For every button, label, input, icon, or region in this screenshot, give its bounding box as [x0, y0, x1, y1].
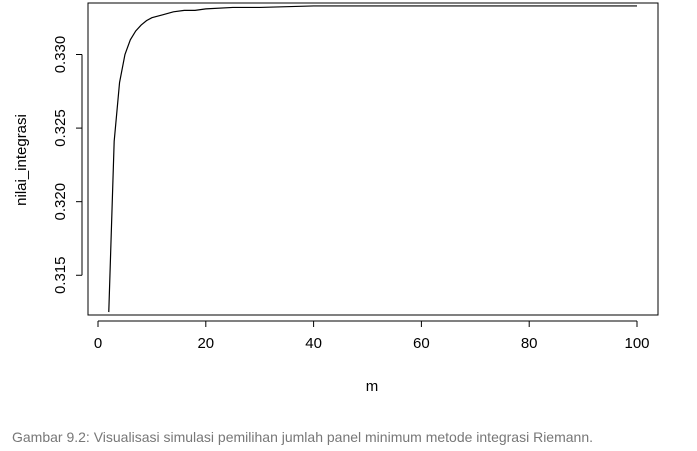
plot-frame: [87, 2, 659, 316]
x-tick-label: 80: [521, 335, 538, 352]
x-axis-title: m: [366, 378, 379, 395]
y-tick-label: 0.330: [52, 36, 69, 74]
x-tick-label: 60: [413, 335, 430, 352]
y-axis-title: nilai_integrasi: [13, 114, 30, 206]
y-tick-label: 0.325: [52, 109, 69, 147]
x-tick-label: 100: [624, 335, 649, 352]
x-tick-label: 0: [94, 335, 102, 352]
x-axis: 0 20 40 60 80 100: [94, 320, 650, 352]
x-tick-label: 40: [305, 335, 322, 352]
x-tick-label: 20: [197, 335, 214, 352]
y-tick-label: 0.315: [52, 256, 69, 294]
y-tick-label: 0.320: [52, 183, 69, 221]
figure-caption: Gambar 9.2: Visualisasi simulasi pemilih…: [12, 429, 593, 445]
series-line: [108, 5, 637, 313]
line-chart: 0 20 40 60 80 100 0.315 0.320 0.325 0.330 m nila…: [13, 2, 659, 395]
y-axis: 0.315 0.320 0.325 0.330: [52, 36, 83, 294]
